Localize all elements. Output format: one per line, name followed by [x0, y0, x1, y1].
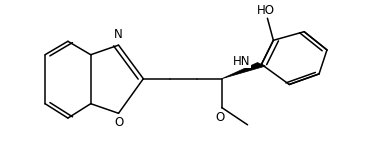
Text: HO: HO — [257, 4, 274, 17]
Polygon shape — [222, 63, 265, 79]
Text: HN: HN — [233, 55, 250, 68]
Text: N: N — [114, 28, 123, 41]
Text: O: O — [114, 116, 123, 129]
Text: O: O — [215, 111, 225, 124]
